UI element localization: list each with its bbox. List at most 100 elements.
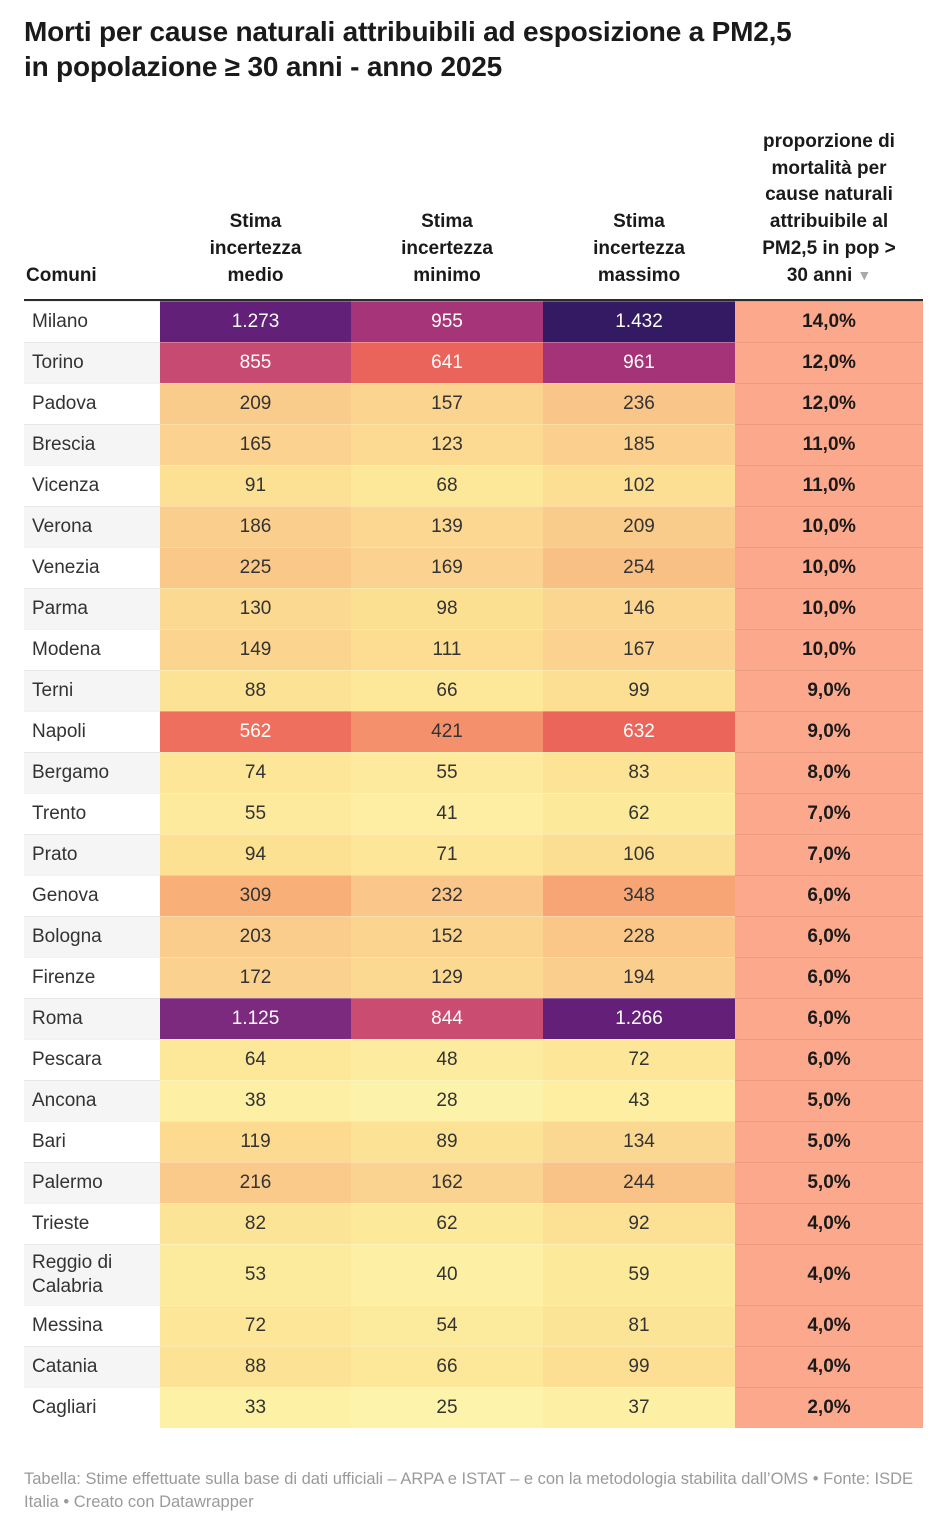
- stima-massimo-cell: 1.266: [543, 998, 735, 1040]
- comune-cell: Firenze: [24, 957, 160, 999]
- stima-medio-cell: 149: [160, 629, 351, 671]
- table-row: Cagliari 33 25 37 2,0%: [24, 1386, 923, 1428]
- stima-medio-cell: 203: [160, 916, 351, 958]
- table-row: Milano 1.273 955 1.432 14,0%: [24, 301, 923, 343]
- table-row: Padova 209 157 236 12,0%: [24, 383, 923, 425]
- page-title: Morti per cause naturali attribuibili ad…: [24, 16, 792, 83]
- stima-minimo-cell: 89: [351, 1121, 543, 1163]
- stima-massimo-cell: 59: [543, 1244, 735, 1305]
- stima-medio-cell: 130: [160, 588, 351, 630]
- stima-massimo-cell: 134: [543, 1121, 735, 1163]
- comune-cell: Trento: [24, 793, 160, 835]
- table-row: Pescara 64 48 72 6,0%: [24, 1039, 923, 1081]
- stima-massimo-cell: 37: [543, 1386, 735, 1428]
- stima-minimo-cell: 62: [351, 1203, 543, 1245]
- comune-cell: Verona: [24, 506, 160, 548]
- stima-massimo-cell: 254: [543, 547, 735, 589]
- table-row: Genova 309 232 348 6,0%: [24, 875, 923, 917]
- proporzione-cell: 12,0%: [735, 342, 923, 384]
- comune-cell: Pescara: [24, 1039, 160, 1081]
- proporzione-cell: 6,0%: [735, 957, 923, 999]
- comune-cell: Reggio di Calabria: [24, 1244, 160, 1305]
- table-row: Venezia 225 169 254 10,0%: [24, 547, 923, 589]
- stima-medio-cell: 88: [160, 1345, 351, 1387]
- proporzione-cell: 4,0%: [735, 1244, 923, 1305]
- proporzione-cell: 10,0%: [735, 506, 923, 548]
- column-header-comuni[interactable]: Comuni: [26, 265, 97, 287]
- table-row: Trieste 82 62 92 4,0%: [24, 1203, 923, 1245]
- stima-massimo-cell: 99: [543, 670, 735, 712]
- proporzione-cell: 7,0%: [735, 834, 923, 876]
- proporzione-cell: 12,0%: [735, 383, 923, 425]
- proporzione-cell: 7,0%: [735, 793, 923, 835]
- proporzione-cell: 4,0%: [735, 1304, 923, 1346]
- stima-massimo-cell: 348: [543, 875, 735, 917]
- proporzione-cell: 14,0%: [735, 301, 923, 343]
- comune-cell: Milano: [24, 301, 160, 343]
- table-footnote: Tabella: Stime effettuate sulla base di …: [24, 1469, 914, 1512]
- table-header-row: Comuni Stima incertezza medio Stima ince…: [24, 129, 923, 302]
- comune-cell: Roma: [24, 998, 160, 1040]
- stima-minimo-cell: 41: [351, 793, 543, 835]
- stima-massimo-cell: 62: [543, 793, 735, 835]
- table-row: Messina 72 54 81 4,0%: [24, 1304, 923, 1346]
- stima-minimo-cell: 28: [351, 1080, 543, 1122]
- comune-cell: Terni: [24, 670, 160, 712]
- stima-medio-cell: 94: [160, 834, 351, 876]
- comune-cell: Messina: [24, 1304, 160, 1346]
- stima-minimo-cell: 123: [351, 424, 543, 466]
- table-row: Bari 119 89 134 5,0%: [24, 1121, 923, 1163]
- column-header-stima-medio[interactable]: Stima incertezza medio: [209, 211, 302, 287]
- table-row: Modena 149 111 167 10,0%: [24, 629, 923, 671]
- stima-medio-cell: 855: [160, 342, 351, 384]
- column-header-stima-minimo[interactable]: Stima incertezza minimo: [401, 211, 493, 287]
- comune-cell: Genova: [24, 875, 160, 917]
- stima-massimo-cell: 106: [543, 834, 735, 876]
- comune-cell: Vicenza: [24, 465, 160, 507]
- table-row: Napoli 562 421 632 9,0%: [24, 711, 923, 753]
- comune-cell: Ancona: [24, 1080, 160, 1122]
- stima-minimo-cell: 68: [351, 465, 543, 507]
- comune-cell: Palermo: [24, 1162, 160, 1204]
- stima-minimo-cell: 129: [351, 957, 543, 999]
- table-row: Roma 1.125 844 1.266 6,0%: [24, 998, 923, 1040]
- proporzione-cell: 5,0%: [735, 1121, 923, 1163]
- stima-massimo-cell: 43: [543, 1080, 735, 1122]
- table-row: Ancona 38 28 43 5,0%: [24, 1080, 923, 1122]
- stima-medio-cell: 1.273: [160, 301, 351, 343]
- stima-massimo-cell: 102: [543, 465, 735, 507]
- table-row: Terni 88 66 99 9,0%: [24, 670, 923, 712]
- stima-minimo-cell: 844: [351, 998, 543, 1040]
- comune-cell: Prato: [24, 834, 160, 876]
- stima-medio-cell: 64: [160, 1039, 351, 1081]
- proporzione-cell: 10,0%: [735, 547, 923, 589]
- stima-medio-cell: 172: [160, 957, 351, 999]
- proporzione-cell: 4,0%: [735, 1203, 923, 1245]
- table-row: Firenze 172 129 194 6,0%: [24, 957, 923, 999]
- stima-medio-cell: 88: [160, 670, 351, 712]
- column-header-proporzione[interactable]: proporzione di mortalità per cause natur…: [735, 129, 923, 300]
- proporzione-cell: 8,0%: [735, 752, 923, 794]
- sort-desc-icon: ▼: [857, 267, 872, 284]
- comune-cell: Trieste: [24, 1203, 160, 1245]
- proporzione-cell: 5,0%: [735, 1162, 923, 1204]
- stima-minimo-cell: 641: [351, 342, 543, 384]
- table-body: Milano 1.273 955 1.432 14,0% Torino 855 641 961 1…: [24, 301, 923, 1428]
- comune-cell: Bologna: [24, 916, 160, 958]
- stima-medio-cell: 91: [160, 465, 351, 507]
- proporzione-cell: 11,0%: [735, 465, 923, 507]
- stima-medio-cell: 209: [160, 383, 351, 425]
- proporzione-cell: 2,0%: [735, 1386, 923, 1428]
- stima-medio-cell: 72: [160, 1304, 351, 1346]
- stima-massimo-cell: 194: [543, 957, 735, 999]
- stima-massimo-cell: 209: [543, 506, 735, 548]
- stima-massimo-cell: 83: [543, 752, 735, 794]
- stima-minimo-cell: 232: [351, 875, 543, 917]
- stima-massimo-cell: 146: [543, 588, 735, 630]
- stima-medio-cell: 1.125: [160, 998, 351, 1040]
- column-header-stima-massimo[interactable]: Stima incertezza massimo: [593, 211, 685, 287]
- stima-minimo-cell: 111: [351, 629, 543, 671]
- stima-massimo-cell: 167: [543, 629, 735, 671]
- table-row: Palermo 216 162 244 5,0%: [24, 1162, 923, 1204]
- stima-massimo-cell: 1.432: [543, 301, 735, 343]
